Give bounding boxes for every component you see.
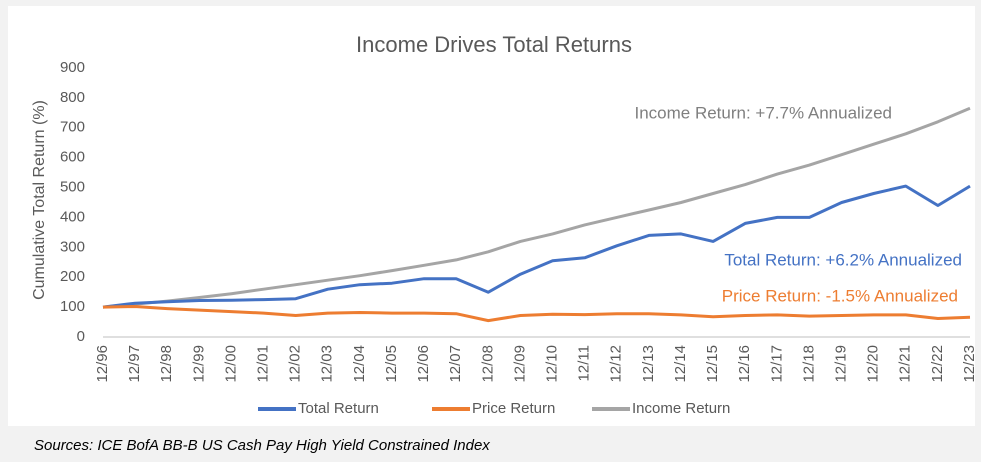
y-axis-label: Cumulative Total Return (%) — [31, 100, 48, 300]
x-tick-label: 12/13 — [640, 345, 657, 383]
x-tick-label: 12/01 — [255, 345, 272, 383]
y-tick-label: 500 — [60, 179, 85, 196]
annotation: Price Return: -1.5% Annualized — [722, 286, 958, 305]
x-tick-label: 12/17 — [768, 345, 785, 383]
y-tick-label: 0 — [77, 328, 85, 345]
x-tick-label: 12/00 — [222, 345, 239, 383]
legend-label: Total Return — [298, 400, 379, 417]
legend-label: Price Return — [472, 400, 555, 417]
x-tick-label: 12/11 — [576, 345, 593, 381]
x-tick-label: 12/02 — [287, 345, 304, 383]
annotation: Total Return: +6.2% Annualized — [724, 250, 962, 269]
x-tick-label: 12/15 — [704, 345, 721, 383]
x-tick-label: 12/07 — [447, 345, 464, 383]
annotation: Income Return: +7.7% Annualized — [634, 103, 892, 122]
y-tick-label: 700 — [60, 119, 85, 136]
x-tick-label: 12/18 — [800, 345, 817, 383]
line-series — [102, 184, 971, 309]
x-tick-label: 12/96 — [94, 345, 111, 383]
x-tick-label: 12/06 — [415, 345, 432, 383]
y-tick-label: 400 — [60, 208, 85, 225]
x-tick-label: 12/03 — [319, 345, 336, 383]
line-series — [102, 305, 971, 323]
x-tick-label: 12/12 — [608, 345, 625, 383]
x-tick-label: 12/22 — [929, 345, 946, 383]
y-tick-label: 800 — [60, 89, 85, 106]
x-tick-label: 12/04 — [351, 345, 368, 383]
x-tick-label: 12/05 — [383, 345, 400, 383]
x-tick-label: 12/09 — [511, 345, 528, 383]
source-note: Sources: ICE BofA BB-B US Cash Pay High … — [34, 437, 490, 454]
x-tick-label: 12/97 — [126, 345, 143, 383]
y-tick-label: 200 — [60, 268, 85, 285]
x-tick-label: 12/08 — [479, 345, 496, 383]
x-tick-label: 12/21 — [897, 345, 914, 383]
y-tick-label: 100 — [60, 298, 85, 315]
x-tick-label: 12/23 — [961, 345, 978, 383]
y-tick-label: 600 — [60, 149, 85, 166]
x-tick-label: 12/99 — [190, 345, 207, 383]
x-tick-label: 12/19 — [833, 345, 850, 383]
y-tick-label: 300 — [60, 238, 85, 255]
x-tick-label: 12/14 — [672, 345, 689, 383]
x-tick-label: 12/20 — [865, 345, 882, 383]
x-tick-label: 12/16 — [736, 345, 753, 383]
x-tick-label: 12/10 — [544, 345, 561, 383]
line-series — [102, 106, 971, 309]
legend-label: Income Return — [632, 400, 730, 417]
chart-title: Income Drives Total Returns — [356, 32, 632, 57]
y-tick-label: 900 — [60, 59, 85, 76]
x-tick-label: 12/98 — [158, 345, 175, 383]
